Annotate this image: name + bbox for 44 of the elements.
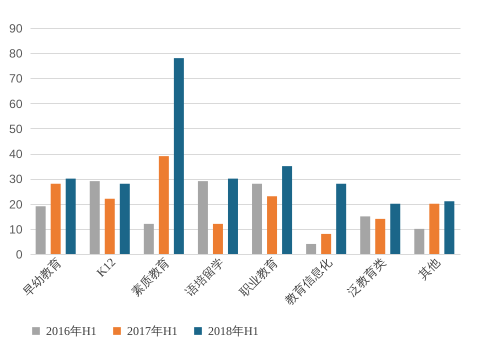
bar — [321, 234, 332, 254]
legend-label: 2016年H1 — [46, 324, 97, 338]
bar — [429, 204, 440, 254]
bar — [174, 58, 184, 254]
x-tick-label: 其他 — [416, 255, 443, 282]
y-tick-label: 90 — [9, 22, 23, 36]
bar — [390, 204, 400, 254]
bar — [198, 181, 208, 254]
bar — [144, 224, 154, 254]
legend-label: 2018年H1 — [208, 324, 259, 338]
legend-label: 2017年H1 — [127, 324, 178, 338]
bar — [267, 196, 278, 254]
bar — [90, 181, 100, 254]
y-tick-label: 70 — [9, 72, 23, 86]
x-tick-label: 素质教育 — [128, 255, 172, 299]
x-tick-label: 教育信息化 — [282, 255, 335, 308]
y-tick-label: 0 — [16, 248, 23, 262]
bar — [66, 178, 76, 254]
y-tick-label: 80 — [9, 46, 23, 61]
bar — [282, 166, 292, 254]
bar — [212, 224, 223, 254]
bar — [158, 156, 169, 254]
bar — [414, 228, 424, 254]
y-tick-label: 20 — [9, 197, 23, 212]
y-tick-label: 10 — [9, 222, 23, 236]
y-tick-label: 50 — [9, 122, 23, 136]
bar — [50, 184, 61, 254]
x-tick-label: K12 — [94, 255, 118, 280]
x-tick-label: 泛教育类 — [344, 255, 389, 299]
y-tick-label: 30 — [9, 172, 23, 186]
y-tick-label: 60 — [9, 96, 23, 111]
bar — [252, 184, 262, 254]
x-tick-label: 职业教育 — [236, 255, 281, 299]
bar — [36, 206, 46, 254]
bar — [120, 184, 130, 254]
bar — [306, 244, 316, 254]
bar — [444, 201, 454, 254]
bar — [104, 198, 115, 254]
x-tick-label: 语培留学 — [182, 255, 226, 299]
bar — [375, 218, 386, 254]
bar — [336, 184, 346, 254]
bar — [360, 216, 370, 254]
y-tick-label: 40 — [9, 147, 23, 162]
bar — [228, 178, 238, 254]
